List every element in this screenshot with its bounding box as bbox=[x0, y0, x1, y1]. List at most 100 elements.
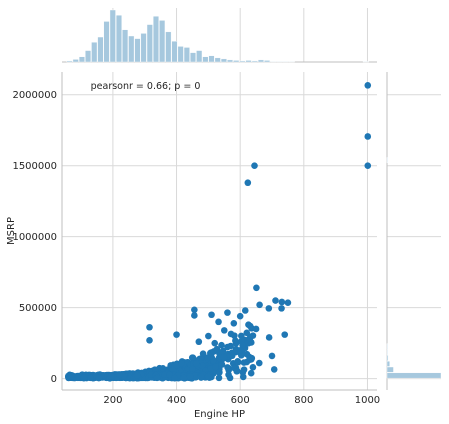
data-point bbox=[146, 337, 153, 344]
data-point bbox=[180, 374, 188, 382]
data-point bbox=[251, 162, 258, 169]
x-histogram-bar bbox=[97, 36, 104, 63]
x-histogram-bar bbox=[183, 47, 190, 63]
x-histogram-bar bbox=[128, 35, 135, 63]
x-histogram-bar bbox=[171, 41, 178, 63]
data-point bbox=[173, 331, 180, 338]
data-point bbox=[220, 327, 228, 334]
data-point bbox=[243, 329, 251, 337]
x-histogram-bar bbox=[91, 42, 98, 63]
x-histogram-bar bbox=[196, 50, 203, 63]
data-point bbox=[249, 363, 257, 371]
data-point bbox=[238, 332, 245, 340]
data-point bbox=[227, 330, 235, 338]
data-point bbox=[67, 372, 75, 380]
data-point bbox=[195, 338, 203, 346]
y-tick-label: 500000 bbox=[19, 303, 57, 314]
data-point bbox=[188, 354, 196, 362]
x-histogram-bar bbox=[165, 31, 172, 63]
y-tick-label: 1000000 bbox=[12, 232, 57, 243]
data-point bbox=[247, 369, 255, 377]
y-histogram-bar bbox=[386, 372, 442, 379]
x-tick-label: 400 bbox=[167, 395, 186, 406]
data-point bbox=[166, 371, 173, 378]
data-point bbox=[236, 312, 244, 320]
x-histogram-bar bbox=[140, 33, 147, 63]
data-point bbox=[278, 305, 285, 312]
data-point bbox=[265, 305, 273, 312]
x-histogram-bar bbox=[233, 60, 240, 63]
y-histogram-bar bbox=[386, 355, 389, 361]
data-point bbox=[199, 350, 207, 357]
data-point bbox=[224, 364, 231, 371]
data-point bbox=[191, 306, 198, 314]
x-histogram-bar bbox=[78, 56, 85, 63]
x-histogram-bar bbox=[245, 60, 252, 63]
x-histogram-bar bbox=[152, 16, 159, 63]
x-histogram-bar bbox=[115, 14, 122, 63]
data-point bbox=[253, 284, 260, 292]
data-point bbox=[278, 298, 286, 306]
x-histogram-bar bbox=[214, 57, 221, 63]
data-point bbox=[213, 345, 221, 353]
data-point bbox=[241, 307, 249, 314]
y-histogram-bar bbox=[386, 360, 390, 367]
x-histogram-bar bbox=[270, 61, 277, 63]
y-tick-label: 1500000 bbox=[12, 161, 57, 172]
x-histogram-bar bbox=[257, 59, 264, 63]
x-histogram-bar bbox=[103, 21, 110, 63]
x-histogram-bar bbox=[264, 60, 271, 63]
x-histogram-bar bbox=[146, 24, 153, 63]
data-point bbox=[220, 354, 228, 361]
x-histogram-bar bbox=[85, 50, 92, 63]
data-point bbox=[265, 334, 273, 341]
x-tick-labels: 200 400 600 800 1000 bbox=[103, 395, 380, 406]
data-point bbox=[244, 179, 252, 187]
x-histogram-bar bbox=[72, 59, 79, 63]
data-point bbox=[364, 162, 372, 169]
data-point bbox=[239, 373, 247, 381]
data-point bbox=[226, 374, 234, 382]
y-tick-label: 2000000 bbox=[12, 90, 57, 101]
data-point bbox=[256, 301, 263, 309]
x-tick-label: 800 bbox=[294, 395, 313, 406]
x-tick-label: 200 bbox=[103, 395, 122, 406]
data-point bbox=[159, 364, 167, 372]
data-point bbox=[227, 342, 234, 350]
data-point bbox=[230, 319, 238, 327]
y-histogram-bar bbox=[386, 157, 388, 163]
data-point bbox=[146, 323, 153, 331]
data-point bbox=[133, 371, 141, 379]
x-histogram-bar bbox=[208, 55, 215, 63]
y-histogram-bar bbox=[386, 349, 388, 356]
data-point bbox=[218, 361, 226, 368]
main-axes-spines bbox=[61, 61, 388, 391]
data-point bbox=[75, 373, 82, 381]
data-point bbox=[199, 362, 206, 370]
x-axis-label: Engine HP bbox=[194, 409, 245, 420]
data-point bbox=[191, 312, 198, 319]
data-point bbox=[246, 334, 253, 342]
x-histogram-bar bbox=[282, 61, 289, 63]
data-point bbox=[232, 337, 239, 345]
data-point bbox=[215, 374, 223, 382]
data-point bbox=[212, 363, 219, 371]
x-histogram-bar bbox=[134, 38, 141, 63]
x-histogram-bar bbox=[109, 9, 116, 63]
data-point bbox=[218, 341, 225, 349]
data-point bbox=[116, 371, 123, 379]
data-point bbox=[281, 331, 289, 338]
data-point bbox=[268, 352, 276, 360]
x-histogram-bar bbox=[227, 59, 234, 63]
x-histogram-bar bbox=[251, 60, 258, 63]
data-point bbox=[236, 346, 244, 354]
data-point bbox=[272, 297, 279, 304]
data-point bbox=[205, 332, 212, 340]
x-tick-label: 1000 bbox=[355, 395, 380, 406]
right-marginal-histogram bbox=[386, 157, 442, 379]
x-histogram-bar bbox=[288, 61, 295, 63]
data-point bbox=[211, 339, 219, 347]
data-point bbox=[197, 373, 205, 381]
x-histogram-bar bbox=[159, 20, 166, 63]
